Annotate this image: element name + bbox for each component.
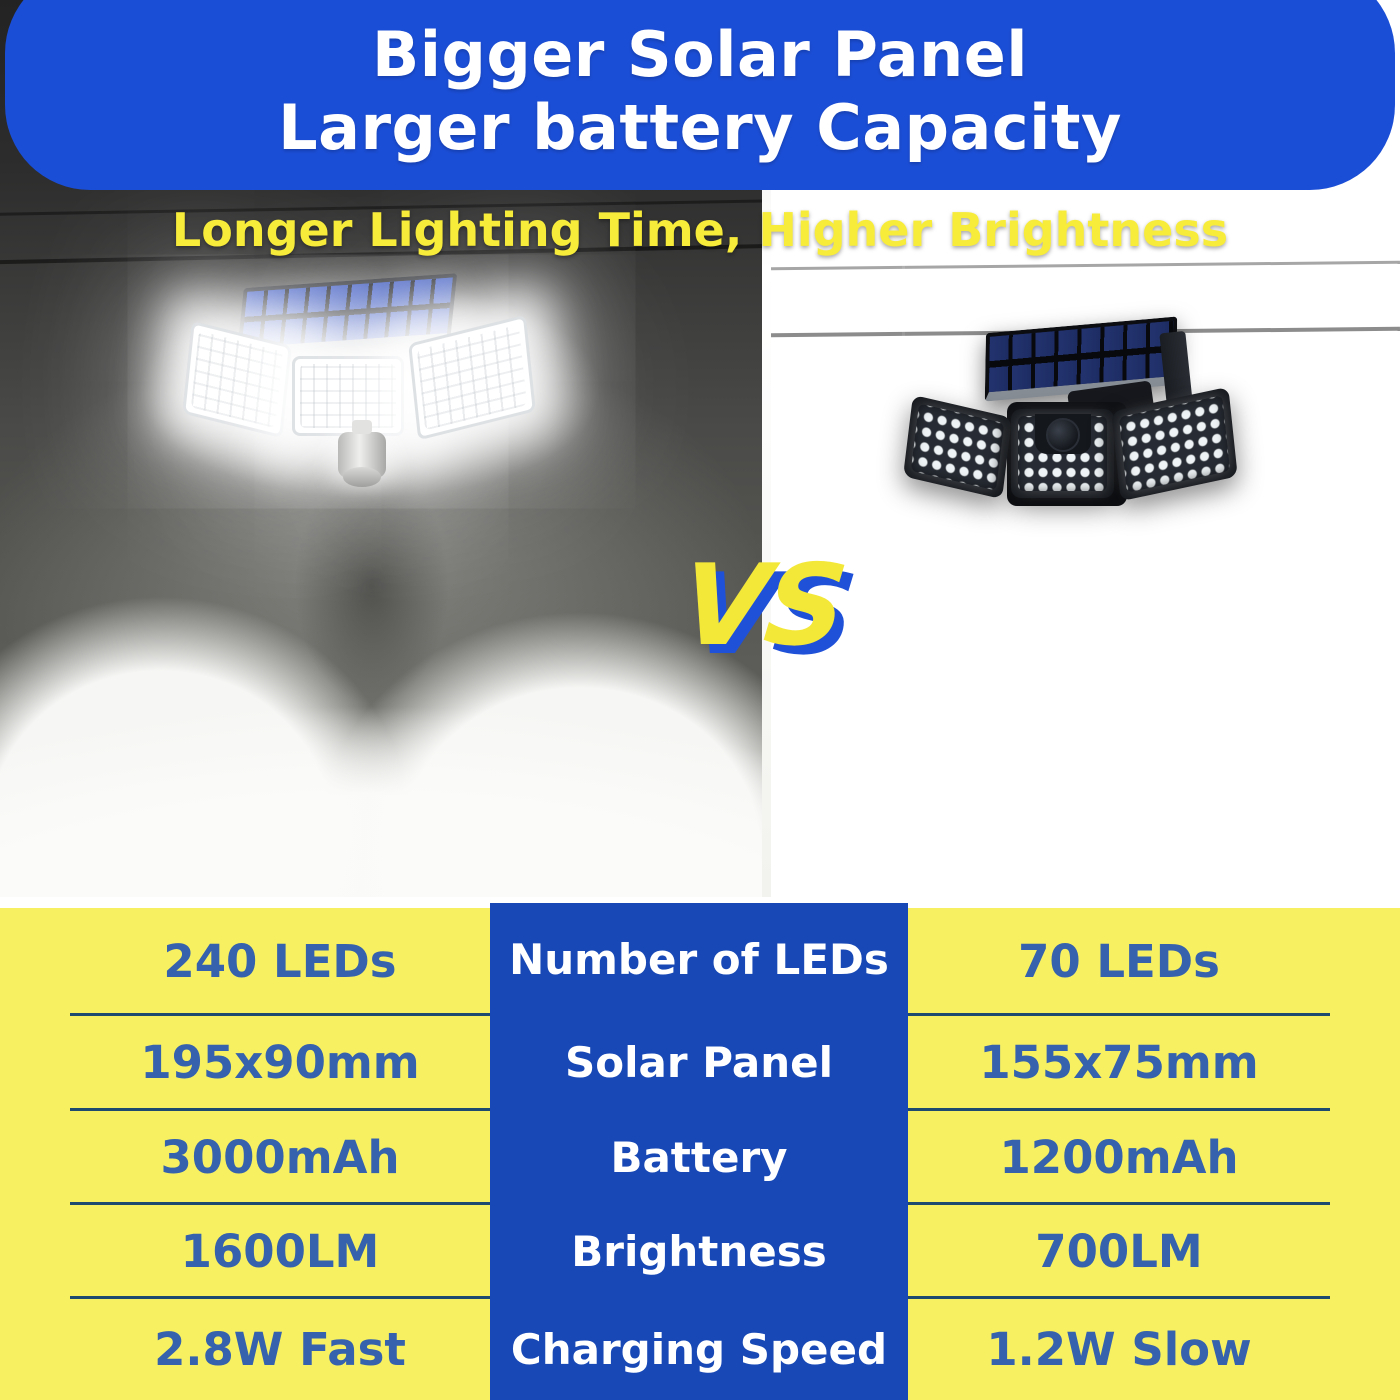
spec-value-old: 1.2W Slow: [908, 1298, 1400, 1400]
spec-label: Solar Panel: [490, 1015, 908, 1110]
spec-value-text: 1200mAh: [999, 1130, 1239, 1184]
spec-label: Number of LEDs: [490, 903, 908, 1015]
spec-label: Battery: [490, 1110, 908, 1204]
spec-value-old: 70 LEDs: [908, 908, 1400, 1016]
vs-label: VS: [675, 541, 851, 671]
wall-seam: [902, 60, 905, 390]
subtitle: Longer Lighting Time, Higher Brightness: [171, 203, 1229, 257]
spec-value-new: 195x90mm: [0, 1015, 490, 1111]
spec-label-text: Number of LEDs: [509, 934, 889, 984]
led-array: [1118, 395, 1231, 493]
spec-value-text: 240 LEDs: [163, 935, 397, 988]
spec-value-text: 700LM: [1035, 1224, 1203, 1278]
spec-label-text: Solar Panel: [565, 1038, 833, 1087]
spec-label-text: Charging Speed: [510, 1324, 888, 1374]
spec-value-old: 1200mAh: [908, 1110, 1400, 1205]
wall-corner-divider: [762, 0, 771, 897]
spec-label: Charging Speed: [490, 1298, 908, 1400]
spec-value-text: 2.8W Fast: [154, 1322, 406, 1376]
spec-value-new: 2.8W Fast: [0, 1298, 490, 1400]
header-banner: Bigger Solar Panel Larger battery Capaci…: [5, 0, 1395, 190]
spec-value-new: 240 LEDs: [0, 908, 490, 1016]
led-array: [910, 403, 1005, 491]
spec-value-text: 1.2W Slow: [986, 1322, 1252, 1376]
spec-value-text: 70 LEDs: [1018, 935, 1220, 988]
new-light-spec-column: 240 LEDs 195x90mm 3000mAh 1600LM 2.8W Fa…: [0, 908, 490, 1400]
spec-value-text: 155x75mm: [979, 1036, 1259, 1089]
spec-value-old: 700LM: [908, 1204, 1400, 1299]
comparison-table: 240 LEDs 195x90mm 3000mAh 1600LM 2.8W Fa…: [0, 897, 1400, 1400]
old-light-spec-column: 70 LEDs 155x75mm 1200mAh 700LM 1.2W Slow: [908, 908, 1400, 1400]
spec-value-text: 3000mAh: [160, 1130, 400, 1184]
spec-label-text: Brightness: [571, 1226, 827, 1276]
spec-value-new: 1600LM: [0, 1204, 490, 1299]
spec-label-text: Battery: [610, 1132, 788, 1182]
spec-value-new: 3000mAh: [0, 1110, 490, 1205]
old-light-panel-mount: [1159, 330, 1193, 406]
spec-value-old: 155x75mm: [908, 1015, 1400, 1111]
spec-label: Brightness: [490, 1204, 908, 1298]
new-light-motion-sensor: [338, 420, 386, 487]
title-line-1: Bigger Solar Panel: [371, 18, 1029, 91]
spec-value-text: 1600LM: [180, 1224, 380, 1278]
new-light-led-head-center: [292, 356, 404, 436]
old-light-led-head-left: [903, 394, 1012, 500]
spec-value-text: 195x90mm: [140, 1036, 420, 1089]
photo-old-light: [771, 0, 1400, 897]
wall-seam: [771, 260, 1400, 271]
old-light-led-head-center: [1011, 409, 1114, 498]
title-line-2: Larger battery Capacity: [278, 91, 1122, 164]
spec-label-column: Number of LEDs Solar Panel Battery Brigh…: [490, 903, 908, 1400]
old-light-motion-sensor: [1034, 414, 1091, 454]
